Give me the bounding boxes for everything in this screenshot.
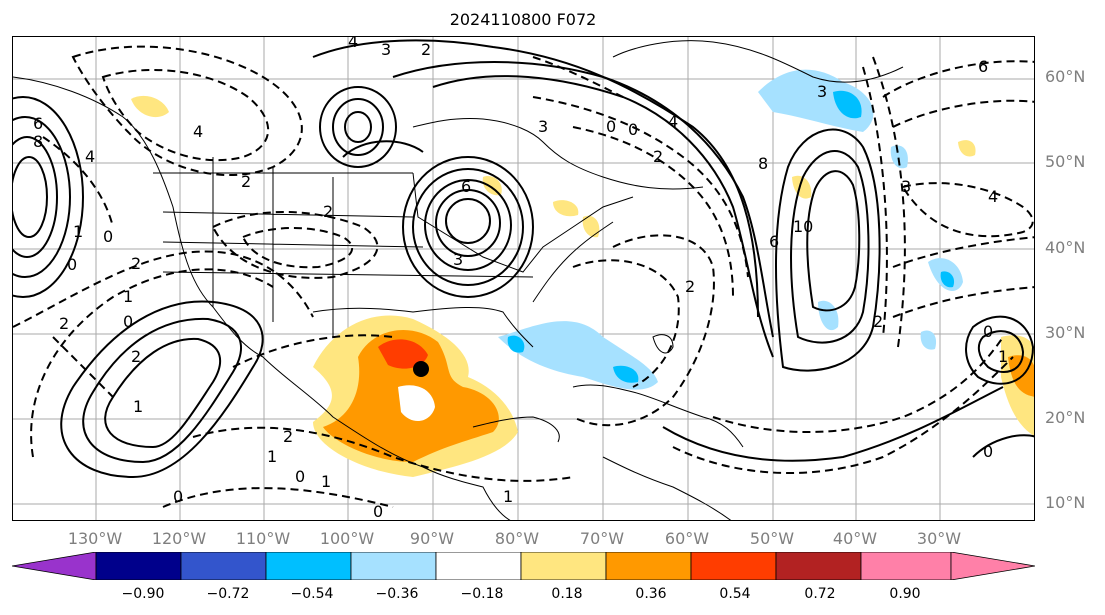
contour-label: 3 <box>453 250 463 269</box>
contour-label: 0 <box>67 255 77 274</box>
contour-labels: 4 3 2 6 4 8 4 2 2 0 1 2 3 6 0 4 3 2 0 3 … <box>33 37 1008 521</box>
coastlines <box>13 40 904 520</box>
contour-label: 2 <box>421 40 431 59</box>
contour-label: 0 <box>173 487 183 506</box>
contour-label: 2 <box>131 254 141 273</box>
colorbar-tick-label: −0.72 <box>206 586 250 602</box>
map-panel: 4 3 2 6 4 8 4 2 2 0 1 2 3 6 0 4 3 2 0 3 … <box>12 36 1035 521</box>
map-svg: 4 3 2 6 4 8 4 2 2 0 1 2 3 6 0 4 3 2 0 3 … <box>13 37 1034 521</box>
contour-label: 2 <box>323 202 333 221</box>
colorbar-segment <box>775 552 862 580</box>
contour-label: 1 <box>73 222 83 241</box>
graticule <box>13 37 1034 520</box>
storm-center-marker <box>413 361 429 377</box>
colorbar-segment <box>950 552 1035 580</box>
lon-label-110w: 110°W <box>235 529 291 548</box>
lat-label-10n: 10°N <box>1045 493 1086 512</box>
contour-label: 1 <box>123 287 133 306</box>
colorbar-tick-label: 0.54 <box>719 586 751 602</box>
contour-label: 0 <box>123 312 133 331</box>
contour-label: 3 <box>538 117 548 136</box>
colorbar-segment <box>180 552 267 580</box>
colorbar-segment <box>265 552 352 580</box>
contour-label: 2 <box>59 314 69 333</box>
contour-label: 0 <box>983 322 993 341</box>
contour-label: 6 <box>769 232 779 251</box>
lon-label-60w: 60°W <box>664 529 710 548</box>
contour-label: 2 <box>873 312 883 331</box>
colorbar-segment <box>690 552 777 580</box>
contour-label: 3 <box>901 177 911 196</box>
colorbar-segment <box>520 552 607 580</box>
lat-label-30n: 30°N <box>1045 323 1086 342</box>
contour-label: 1 <box>321 472 331 491</box>
contour-label: 2 <box>685 277 695 296</box>
contour-label: 1 <box>133 397 143 416</box>
colorbar-segment <box>12 552 97 580</box>
colorbar-segment <box>605 552 692 580</box>
colorbar-tick-label: −0.90 <box>121 586 165 602</box>
lon-label-100w: 100°W <box>319 529 375 548</box>
solid-contours <box>13 39 1034 479</box>
dashed-contours <box>13 45 1034 508</box>
contour-label: 2 <box>241 172 251 191</box>
contour-label: 6 <box>461 177 471 196</box>
contour-label: 0 <box>103 227 113 246</box>
contour-label: 2 <box>283 427 293 446</box>
contour-label: 1 <box>267 447 277 466</box>
contour-label: 6 <box>33 114 43 133</box>
colorbar-segment <box>350 552 437 580</box>
lat-label-50n: 50°N <box>1045 152 1086 171</box>
shading-negative <box>498 69 963 390</box>
contour-label: 4 <box>988 187 998 206</box>
contour-label: 0 <box>606 117 616 136</box>
contour-label: 3 <box>817 82 827 101</box>
contour-label: 1 <box>998 347 1008 366</box>
colorbar-tick-label: 0.90 <box>889 586 921 602</box>
colorbar-tick-label: −0.36 <box>375 586 419 602</box>
map-title: 2024110800 F072 <box>449 10 597 29</box>
contour-label: 0 <box>983 442 993 461</box>
colorbar <box>12 552 1035 580</box>
lon-label-80w: 80°W <box>494 529 540 548</box>
contour-label: 2 <box>653 147 663 166</box>
lat-label-60n: 60°N <box>1045 67 1086 86</box>
colorbar-tick-label: −0.18 <box>460 586 504 602</box>
colorbar-tick-label: 0.72 <box>804 586 836 602</box>
colorbar-tick-label: −0.54 <box>290 586 334 602</box>
contour-label: 8 <box>758 154 768 173</box>
lon-label-50w: 50°W <box>749 529 795 548</box>
contour-label: 4 <box>348 37 358 51</box>
colorbar-tick-label: 0.18 <box>551 586 583 602</box>
colorbar-segment <box>95 552 182 580</box>
contour-label: 4 <box>193 122 203 141</box>
contour-label: 4 <box>668 112 678 131</box>
contour-label: 4 <box>85 147 95 166</box>
colorbar-tick-label: 0.36 <box>635 586 667 602</box>
colorbar-segment <box>860 552 952 580</box>
contour-label: 10 <box>793 217 813 236</box>
contour-label: 3 <box>381 40 391 59</box>
lon-label-70w: 70°W <box>579 529 625 548</box>
contour-label: 1 <box>503 487 513 506</box>
contour-label: 6 <box>978 57 988 76</box>
contour-label: 2 <box>131 347 141 366</box>
lon-label-40w: 40°W <box>832 529 878 548</box>
lon-label-120w: 120°W <box>151 529 207 548</box>
contour-label: 0 <box>373 502 383 521</box>
lat-label-20n: 20°N <box>1045 408 1086 427</box>
contour-label: 8 <box>33 132 43 151</box>
contour-label: 0 <box>295 467 305 486</box>
colorbar-segment <box>435 552 522 580</box>
lon-label-130w: 130°W <box>67 529 123 548</box>
lon-label-30w: 30°W <box>916 529 962 548</box>
lon-label-90w: 90°W <box>409 529 455 548</box>
lat-label-40n: 40°N <box>1045 238 1086 257</box>
contour-label: 0 <box>628 120 638 139</box>
